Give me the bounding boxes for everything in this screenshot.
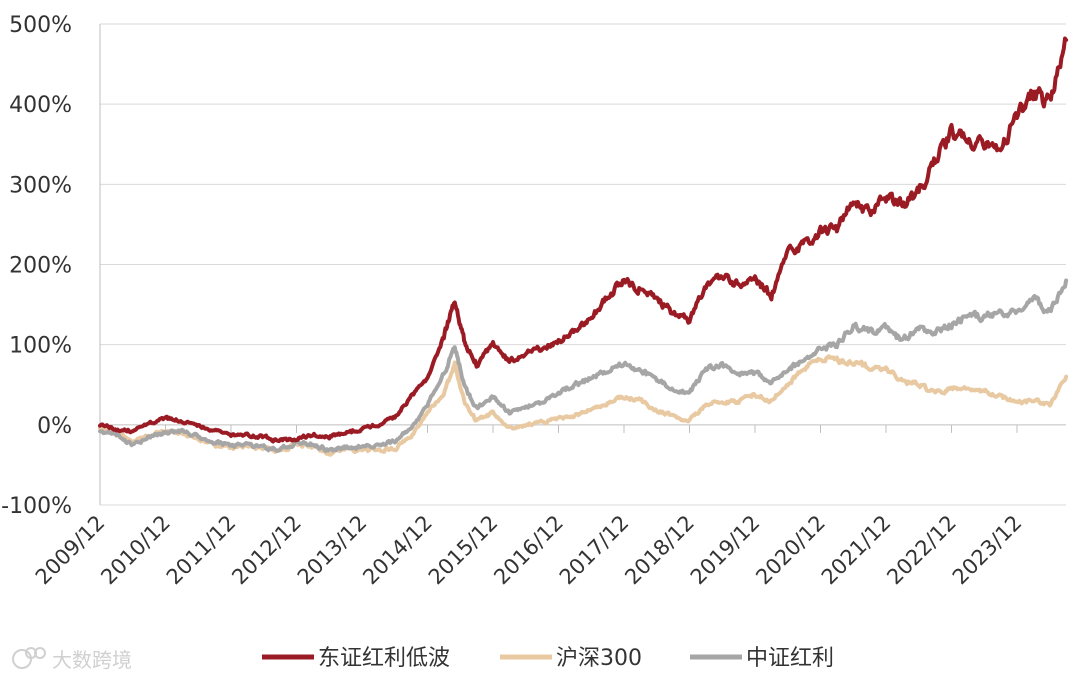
watermark: 大数跨境	[12, 647, 132, 672]
x-tick-label: 2022/12	[882, 511, 961, 590]
watermark-text: 大数跨境	[52, 648, 132, 672]
gridlines	[100, 23, 1066, 506]
x-tick-label: 2020/12	[751, 511, 830, 590]
y-tick-label: 0%	[37, 414, 72, 439]
x-axis: 2009/122010/122011/122012/122013/122014/…	[31, 24, 1066, 589]
series-line-0	[98, 36, 1069, 444]
y-tick-label: 300%	[9, 173, 72, 198]
y-tick-label: 100%	[9, 334, 72, 359]
legend-label: 沪深300	[556, 646, 642, 671]
x-tick-label: 2018/12	[620, 511, 699, 590]
y-tick-label: 500%	[9, 13, 72, 38]
y-tick-label: -100%	[1, 494, 72, 519]
y-tick-label: 200%	[9, 254, 72, 279]
x-tick-label: 2023/12	[948, 511, 1027, 590]
x-tick-label: 2015/12	[424, 511, 503, 590]
x-tick-label: 2009/12	[31, 511, 110, 590]
x-tick-label: 2017/12	[555, 511, 634, 590]
series-line-2	[98, 278, 1069, 453]
series-line-1	[98, 354, 1069, 457]
y-tick-label: 400%	[9, 93, 72, 118]
x-tick-label: 2021/12	[817, 511, 896, 590]
legend-label: 中证红利	[746, 646, 834, 671]
x-tick-label: 2012/12	[227, 511, 306, 590]
x-tick-label: 2013/12	[293, 511, 372, 590]
legend: 东证红利低波 沪深300 中证红利	[262, 646, 834, 671]
legend-label: 东证红利低波	[318, 646, 450, 671]
camera-icon	[12, 647, 46, 669]
y-axis-tick-labels: -100% 0% 100% 200% 300% 400% 500%	[1, 13, 72, 519]
x-tick-label: 2011/12	[162, 511, 241, 590]
series-lines	[98, 36, 1069, 457]
x-tick-label: 2014/12	[358, 511, 437, 590]
x-tick-label: 2019/12	[686, 511, 765, 590]
x-tick-label: 2010/12	[96, 511, 175, 590]
x-tick-label: 2016/12	[489, 511, 568, 590]
